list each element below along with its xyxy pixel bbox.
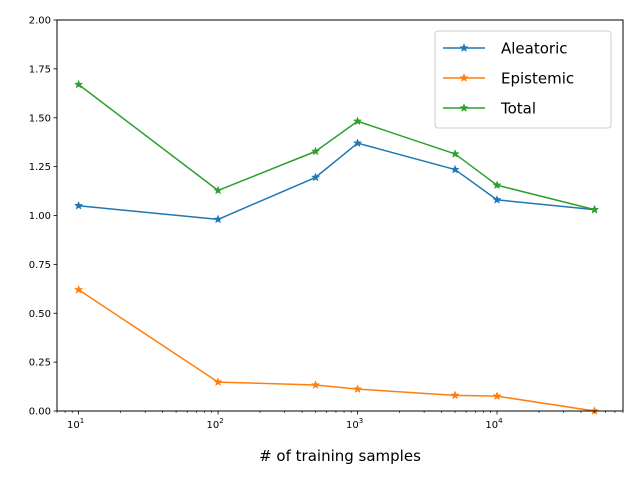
data-point	[73, 284, 84, 294]
y-tick-label: 1.25	[29, 162, 51, 173]
y-tick-label: 1.75	[29, 64, 51, 75]
data-point	[213, 214, 223, 224]
legend-label: Aleatoric	[501, 40, 568, 58]
data-point	[450, 390, 460, 400]
data-point	[310, 146, 321, 156]
legend-marker	[459, 43, 469, 52]
data-point	[352, 116, 363, 126]
series-total	[73, 79, 600, 214]
y-tick-label: 0.50	[29, 309, 51, 320]
data-point	[492, 194, 502, 204]
x-tick-label: 103	[346, 417, 363, 431]
y-tick-label: 1.50	[29, 113, 51, 124]
data-point	[352, 384, 363, 394]
legend: Aleatoric Epistemic Total	[434, 30, 612, 129]
data-point	[73, 200, 84, 210]
series-epistemic	[73, 284, 600, 415]
legend-box	[434, 30, 612, 129]
x-tick-label: 104	[485, 417, 503, 431]
legend-item-epistemic: Epistemic	[443, 70, 574, 88]
axes-layer: 0.00 0.25 0.50 0.75 1.00 1.25 1.50 1.75 2.00 101 1…	[29, 16, 624, 431]
y-tick-label: 0.25	[29, 358, 51, 369]
data-point	[352, 138, 363, 148]
data-point	[310, 380, 321, 389]
data-point	[213, 377, 223, 387]
data-point	[492, 391, 502, 401]
legend-item-total: Total	[443, 100, 536, 118]
y-tick-label: 1.00	[29, 211, 51, 222]
legend-marker	[459, 73, 469, 82]
x-tick-label: 101	[67, 417, 84, 431]
data-point	[492, 180, 502, 190]
legend-label: Total	[500, 100, 536, 118]
data-point	[589, 204, 600, 214]
data-point	[450, 149, 460, 158]
y-tick-label: 0.00	[29, 407, 51, 418]
legend-item-aleatoric: Aleatoric	[443, 40, 568, 58]
series-layer	[73, 79, 600, 415]
data-point	[213, 185, 223, 195]
x-tick-label: 102	[206, 417, 223, 431]
data-point	[310, 172, 321, 182]
legend-marker	[459, 103, 469, 112]
legend-label: Epistemic	[501, 70, 574, 88]
data-point	[450, 164, 460, 174]
y-tick-label: 2.00	[29, 16, 51, 27]
data-point	[73, 79, 84, 89]
y-tick-label: 0.75	[29, 260, 51, 271]
x-axis-label: # of training samples	[259, 447, 421, 465]
